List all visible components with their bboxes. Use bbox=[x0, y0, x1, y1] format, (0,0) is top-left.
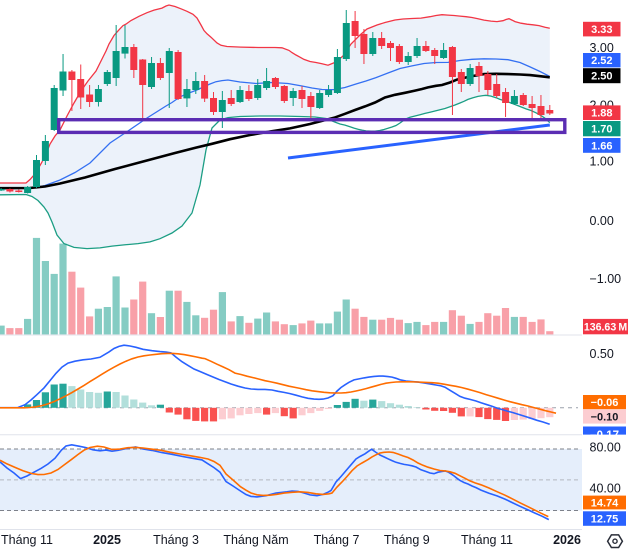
svg-text:2.50: 2.50 bbox=[591, 71, 612, 83]
svg-text:−0.06: −0.06 bbox=[591, 397, 619, 409]
svg-text:80.00: 80.00 bbox=[590, 441, 621, 455]
svg-text:Tháng Năm: Tháng Năm bbox=[223, 533, 288, 547]
svg-text:Tháng 3: Tháng 3 bbox=[153, 533, 199, 547]
svg-text:136.63 M: 136.63 M bbox=[584, 322, 628, 334]
svg-text:Tháng 11: Tháng 11 bbox=[1, 533, 53, 547]
svg-text:Tháng 9: Tháng 9 bbox=[384, 533, 430, 547]
svg-text:3.33: 3.33 bbox=[591, 24, 612, 36]
svg-text:12.75: 12.75 bbox=[591, 514, 619, 526]
svg-text:1.88: 1.88 bbox=[591, 108, 612, 120]
svg-text:1.66: 1.66 bbox=[591, 140, 612, 152]
svg-text:1.00: 1.00 bbox=[590, 155, 614, 169]
svg-text:40.00: 40.00 bbox=[590, 482, 621, 496]
svg-text:−1.00: −1.00 bbox=[590, 272, 622, 286]
svg-text:3.00: 3.00 bbox=[590, 41, 614, 55]
svg-text:2026: 2026 bbox=[553, 533, 581, 547]
svg-text:Tháng 11: Tháng 11 bbox=[461, 533, 513, 547]
svg-text:2025: 2025 bbox=[93, 533, 121, 547]
svg-text:0.00: 0.00 bbox=[590, 214, 614, 228]
svg-text:Tháng 7: Tháng 7 bbox=[314, 533, 360, 547]
svg-text:14.74: 14.74 bbox=[591, 498, 619, 510]
svg-text:0.50: 0.50 bbox=[590, 347, 614, 361]
svg-text:1.70: 1.70 bbox=[591, 124, 612, 136]
svg-text:2.52: 2.52 bbox=[591, 55, 612, 67]
svg-text:−0.10: −0.10 bbox=[591, 412, 619, 424]
